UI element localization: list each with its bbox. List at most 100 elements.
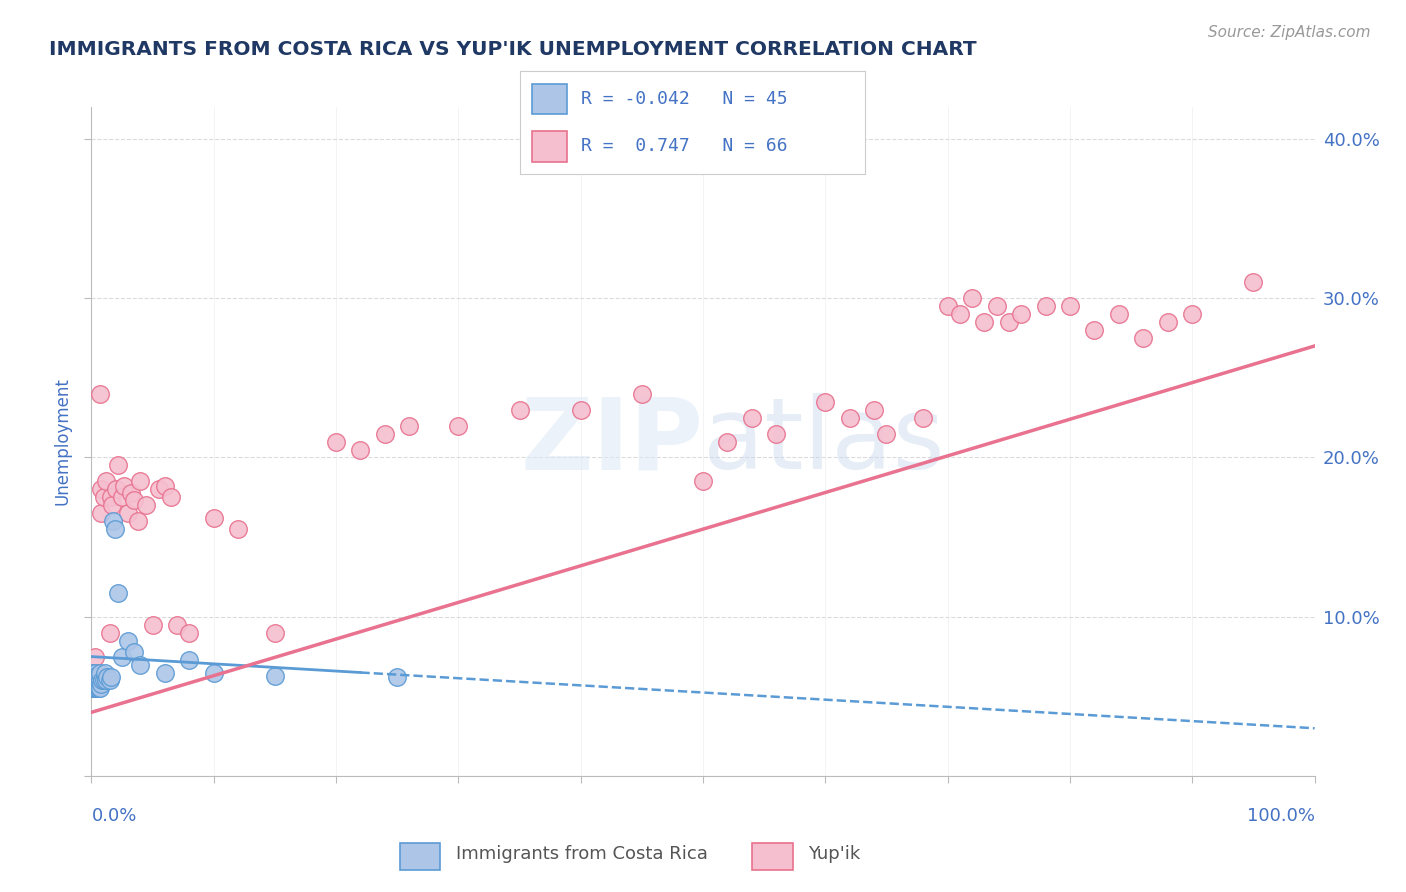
- Point: [1108, 307, 1130, 321]
- Bar: [533, 84, 567, 114]
- Point: [89, 665, 111, 680]
- Point: [82, 665, 104, 680]
- Point: [325, 434, 347, 449]
- Point: [1083, 323, 1105, 337]
- Point: [814, 394, 837, 409]
- Point: [100, 490, 122, 504]
- Point: [716, 434, 738, 449]
- Point: [111, 490, 134, 504]
- Point: [838, 410, 860, 425]
- Point: [90, 676, 112, 690]
- Point: [1132, 331, 1154, 345]
- Point: [104, 522, 127, 536]
- Point: [385, 670, 409, 684]
- Point: [89, 681, 111, 696]
- Point: [153, 479, 176, 493]
- Text: IMMIGRANTS FROM COSTA RICA VS YUP'IK UNEMPLOYMENT CORRELATION CHART: IMMIGRANTS FROM COSTA RICA VS YUP'IK UNE…: [49, 40, 977, 59]
- Point: [104, 483, 127, 497]
- Point: [264, 625, 287, 640]
- Point: [112, 479, 135, 493]
- Point: [949, 307, 972, 321]
- Point: [87, 669, 110, 683]
- Point: [93, 673, 115, 688]
- Text: R = -0.042   N = 45: R = -0.042 N = 45: [581, 90, 787, 108]
- Point: [84, 670, 107, 684]
- Point: [89, 673, 111, 688]
- Point: [84, 669, 107, 683]
- Point: [986, 299, 1008, 313]
- Point: [160, 490, 183, 504]
- Point: [82, 681, 104, 696]
- Point: [122, 493, 145, 508]
- Point: [765, 426, 787, 441]
- Point: [98, 673, 121, 688]
- Text: 100.0%: 100.0%: [1247, 807, 1315, 825]
- Point: [741, 410, 763, 425]
- Point: [94, 673, 117, 688]
- Point: [84, 673, 107, 688]
- Point: [89, 386, 111, 401]
- Point: [86, 673, 108, 688]
- Point: [374, 426, 396, 441]
- Point: [875, 426, 898, 441]
- Point: [122, 645, 145, 659]
- Point: [84, 676, 107, 690]
- Point: [84, 681, 107, 696]
- Text: Source: ZipAtlas.com: Source: ZipAtlas.com: [1208, 25, 1371, 40]
- Point: [84, 673, 107, 688]
- Point: [117, 506, 139, 520]
- Point: [912, 410, 935, 425]
- Point: [569, 402, 592, 417]
- Point: [1035, 299, 1057, 313]
- Point: [1059, 299, 1081, 313]
- Point: [202, 511, 225, 525]
- Text: Yup'ik: Yup'ik: [808, 845, 860, 863]
- Point: [117, 633, 139, 648]
- Point: [111, 649, 134, 664]
- Bar: [752, 843, 793, 870]
- Point: [86, 676, 108, 690]
- Point: [1181, 307, 1204, 321]
- Point: [179, 653, 201, 667]
- Point: [82, 673, 104, 688]
- Point: [86, 665, 108, 680]
- Text: 0.0%: 0.0%: [91, 807, 136, 825]
- Point: [631, 386, 654, 401]
- Point: [398, 418, 420, 433]
- Point: [83, 676, 105, 690]
- Text: R =  0.747   N = 66: R = 0.747 N = 66: [581, 137, 787, 155]
- Point: [84, 681, 107, 696]
- Point: [264, 669, 287, 683]
- Text: Immigrants from Costa Rica: Immigrants from Costa Rica: [456, 845, 707, 863]
- Point: [973, 315, 995, 329]
- Point: [936, 299, 959, 313]
- Point: [96, 670, 118, 684]
- Point: [226, 522, 249, 536]
- Point: [509, 402, 531, 417]
- Point: [129, 657, 152, 672]
- Point: [107, 586, 129, 600]
- Point: [998, 315, 1021, 329]
- Point: [91, 673, 114, 688]
- Point: [84, 676, 107, 690]
- Point: [84, 681, 107, 696]
- Point: [103, 514, 125, 528]
- Point: [135, 498, 157, 512]
- Point: [120, 485, 142, 500]
- Text: ZIP: ZIP: [520, 393, 703, 490]
- Point: [960, 291, 983, 305]
- Point: [93, 490, 115, 504]
- Point: [90, 506, 112, 520]
- Point: [141, 617, 163, 632]
- Point: [83, 681, 105, 696]
- Point: [1157, 315, 1180, 329]
- Point: [100, 670, 122, 684]
- Point: [94, 665, 117, 680]
- Point: [692, 475, 714, 489]
- Y-axis label: Unemployment: Unemployment: [53, 377, 72, 506]
- Point: [148, 483, 170, 497]
- Point: [202, 665, 225, 680]
- Point: [166, 617, 188, 632]
- Point: [179, 625, 201, 640]
- Bar: [533, 131, 567, 161]
